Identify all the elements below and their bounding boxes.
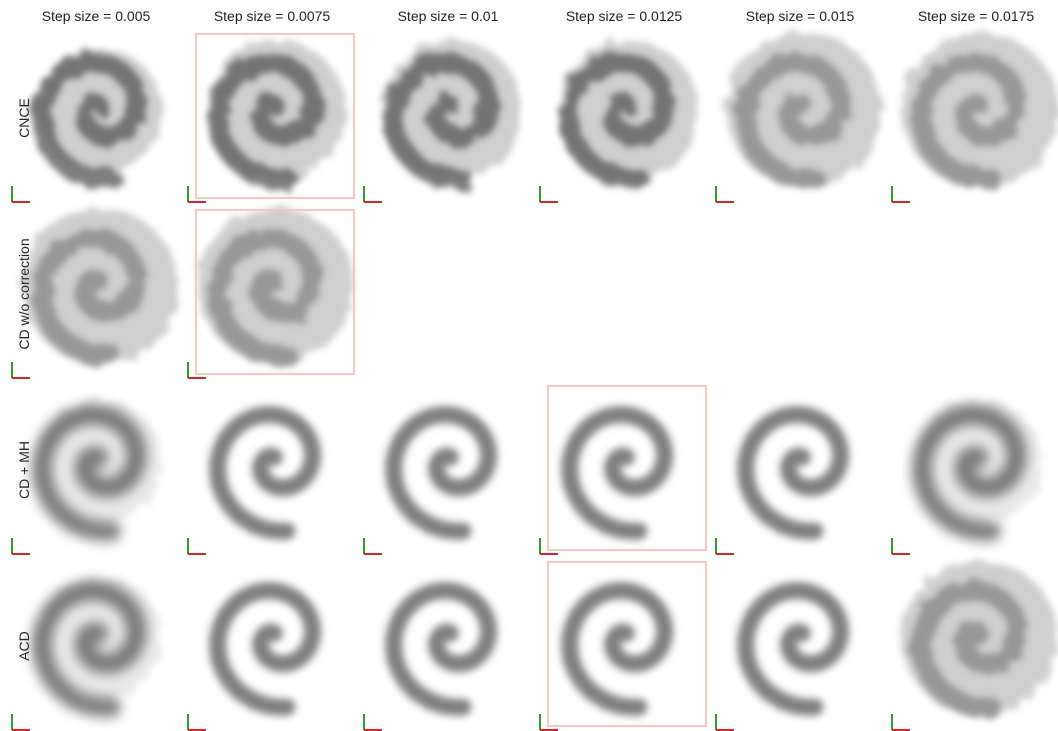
column-title: Step size = 0.005 [41, 8, 151, 24]
spiral-panel [539, 561, 707, 731]
spiral-samples [31, 52, 147, 190]
spiral-samples [31, 404, 147, 542]
spiral-panel [715, 582, 850, 731]
spiral-panel [187, 582, 322, 731]
spiral-panel [539, 385, 707, 555]
spiral-samples [207, 228, 323, 366]
highlight-box [547, 561, 707, 727]
column-title: Step size = 0.01 [397, 8, 499, 24]
spiral-samples [737, 406, 850, 540]
spiral-panel [363, 582, 498, 731]
spiral-panel [363, 406, 498, 555]
column-title: Step size = 0.0125 [565, 8, 683, 24]
spiral-samples [911, 580, 1027, 718]
spiral-samples [385, 582, 498, 716]
spiral-panel [715, 32, 882, 203]
spiral-samples [911, 52, 1027, 190]
spiral-panel [11, 48, 162, 203]
spiral-samples [209, 582, 322, 716]
spiral-panel [187, 33, 355, 203]
spiral-panel [715, 406, 850, 555]
spiral-samples [737, 582, 850, 716]
spiral-panel [891, 400, 1042, 555]
spiral-panel [891, 32, 1058, 203]
spiral-samples [31, 228, 147, 366]
highlight-box [547, 385, 707, 551]
column-title: Step size = 0.0175 [917, 8, 1035, 24]
spiral-samples [385, 406, 498, 540]
spiral-panel [891, 560, 1058, 731]
spiral-panel [539, 40, 698, 203]
spiral-samples [207, 52, 323, 190]
spiral-samples [383, 52, 499, 190]
spiral-panel [187, 208, 355, 379]
spiral-panel [11, 208, 178, 379]
highlight-box [195, 209, 355, 375]
spiral-panel [11, 400, 162, 555]
spiral-panel [187, 406, 322, 555]
column-title: Step size = 0.0075 [213, 8, 331, 24]
spiral-samples [561, 406, 674, 540]
spiral-samples [209, 406, 322, 540]
spiral-samples [911, 404, 1027, 542]
column-title: Step size = 0.015 [745, 8, 855, 24]
spiral-panel [11, 576, 162, 731]
spiral-samples [559, 52, 675, 190]
spiral-samples [31, 580, 147, 718]
highlight-box [195, 33, 355, 199]
spiral-samples [561, 582, 674, 716]
spiral-samples [735, 52, 851, 190]
spiral-panel [363, 40, 522, 203]
